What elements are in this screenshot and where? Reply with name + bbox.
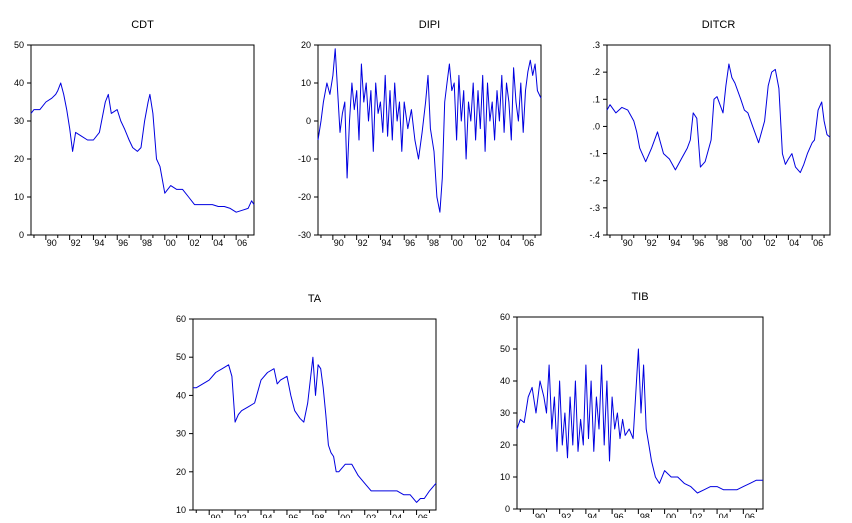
x-tick-label: 94 xyxy=(94,238,104,248)
x-tick-label: 06 xyxy=(237,238,247,248)
x-tick-label: 06 xyxy=(745,512,755,518)
panel-title-ta: TA xyxy=(308,293,322,305)
y-tick-label: -.1 xyxy=(589,149,600,159)
y-tick-label: .3 xyxy=(592,40,600,50)
x-tick-label: 96 xyxy=(405,238,415,248)
y-tick-label: 40 xyxy=(176,390,186,400)
y-tick-label: 20 xyxy=(301,40,311,50)
x-tick-label: 04 xyxy=(500,238,510,248)
x-tick-label: 04 xyxy=(789,238,799,248)
series-line-ta xyxy=(193,356,437,503)
x-tick-label: 96 xyxy=(694,238,704,248)
x-tick-label: 06 xyxy=(418,513,428,518)
x-tick-label: 90 xyxy=(535,512,545,518)
x-tick-label: 92 xyxy=(71,238,81,248)
x-tick-label: 00 xyxy=(453,238,463,248)
x-tick-label: 02 xyxy=(366,513,376,518)
y-tick-label: 50 xyxy=(14,40,24,50)
x-tick-label: 04 xyxy=(392,513,402,518)
y-tick-label: .1 xyxy=(592,94,600,104)
y-tick-label: 30 xyxy=(14,116,24,126)
x-tick-label: 98 xyxy=(142,238,152,248)
series-line-ditcr xyxy=(606,63,831,174)
plot-frame-ditcr xyxy=(606,44,831,236)
y-tick-label: -30 xyxy=(298,230,311,240)
panel-title-ditcr: DITCR xyxy=(702,19,736,31)
series-line-dipi xyxy=(317,48,542,213)
panel-dipi: DIPI -30 -20 -10 0 10 20 90 92 94 96 98 00 02 04 06 xyxy=(298,19,542,248)
x-tick-label: 96 xyxy=(288,513,298,518)
x-tick-label: 98 xyxy=(640,512,650,518)
x-tick-label: 92 xyxy=(237,513,247,518)
y-tick-label: 10 xyxy=(500,472,510,482)
plot-frame-ta xyxy=(192,318,437,511)
y-tick-label: -.3 xyxy=(589,203,600,213)
y-tick-label: 30 xyxy=(500,408,510,418)
panel-ta: TA 10 20 30 40 50 60 90 92 94 96 98 00 02 04 06 xyxy=(176,293,437,523)
y-tick-label: 0 xyxy=(505,504,510,514)
x-tick-label: 06 xyxy=(813,238,823,248)
x-tick-label: 04 xyxy=(719,512,729,518)
y-tick-label: 50 xyxy=(500,344,510,354)
x-tick-label: 94 xyxy=(670,238,680,248)
y-tick-label: 30 xyxy=(176,429,186,439)
x-tick-label: 00 xyxy=(340,513,350,518)
y-tick-label: -20 xyxy=(298,192,311,202)
panel-tib: TIB 0 10 20 30 40 50 60 90 92 94 96 98 00 02 04 06 xyxy=(500,291,764,522)
y-tick-label: 50 xyxy=(176,352,186,362)
x-tick-label: 98 xyxy=(314,513,324,518)
y-tick-label: 20 xyxy=(14,154,24,164)
x-tick-label: 96 xyxy=(118,238,128,248)
y-tick-label: 10 xyxy=(176,505,186,515)
panel-title-tib: TIB xyxy=(631,291,648,303)
y-tick-label: 40 xyxy=(500,376,510,386)
y-tick-label: 60 xyxy=(176,314,186,324)
series-line-cdt xyxy=(30,82,255,213)
x-tick-label: 02 xyxy=(766,238,776,248)
x-tick-label: 90 xyxy=(47,238,57,248)
x-tick-label: 94 xyxy=(381,238,391,248)
x-tick-label: 00 xyxy=(666,512,676,518)
x-tick-label: 94 xyxy=(587,512,597,518)
x-tick-label: 00 xyxy=(166,238,176,248)
x-tick-label: 96 xyxy=(614,512,624,518)
y-tick-label: 60 xyxy=(500,312,510,322)
x-tick-label: 04 xyxy=(213,238,223,248)
panel-title-cdt: CDT xyxy=(131,19,154,31)
x-tick-label: 90 xyxy=(623,238,633,248)
y-tick-label: -10 xyxy=(298,154,311,164)
x-tick-label: 92 xyxy=(561,512,571,518)
y-tick-label: 0 xyxy=(306,116,311,126)
x-tick-label: 02 xyxy=(692,512,702,518)
x-tick-label: 98 xyxy=(718,238,728,248)
x-tick-label: 02 xyxy=(477,238,487,248)
y-tick-label: 10 xyxy=(14,192,24,202)
panel-ditcr: DITCR -.4 -.3 -.2 -.1 .0 .1 .2 .3 90 92 94 96 98 00 02 0… xyxy=(589,19,831,248)
x-tick-label: 00 xyxy=(742,238,752,248)
y-tick-label: .0 xyxy=(592,121,600,131)
y-tick-label: -.4 xyxy=(589,230,600,240)
series-line-tib xyxy=(516,348,763,494)
plot-frame-dipi xyxy=(317,44,542,236)
plot-frame-tib xyxy=(516,316,764,510)
y-tick-label: 20 xyxy=(500,440,510,450)
x-tick-label: 90 xyxy=(334,238,344,248)
x-tick-label: 90 xyxy=(211,513,221,518)
y-tick-label: 40 xyxy=(14,78,24,88)
x-tick-label: 02 xyxy=(190,238,200,248)
x-tick-label: 98 xyxy=(429,238,439,248)
x-tick-label: 92 xyxy=(647,238,657,248)
y-tick-label: .2 xyxy=(592,67,600,77)
y-tick-label: 20 xyxy=(176,467,186,477)
y-tick-label: 10 xyxy=(301,78,311,88)
x-tick-label: 92 xyxy=(358,238,368,248)
x-tick-label: 94 xyxy=(263,513,273,518)
y-tick-label: -.2 xyxy=(589,176,600,186)
x-tick-label: 06 xyxy=(524,238,534,248)
panel-cdt: CDT 0 10 20 30 40 50 90 92 94 96 98 00 02 04 06 xyxy=(14,19,255,248)
panel-title-dipi: DIPI xyxy=(419,19,440,31)
y-tick-label: 0 xyxy=(19,230,24,240)
